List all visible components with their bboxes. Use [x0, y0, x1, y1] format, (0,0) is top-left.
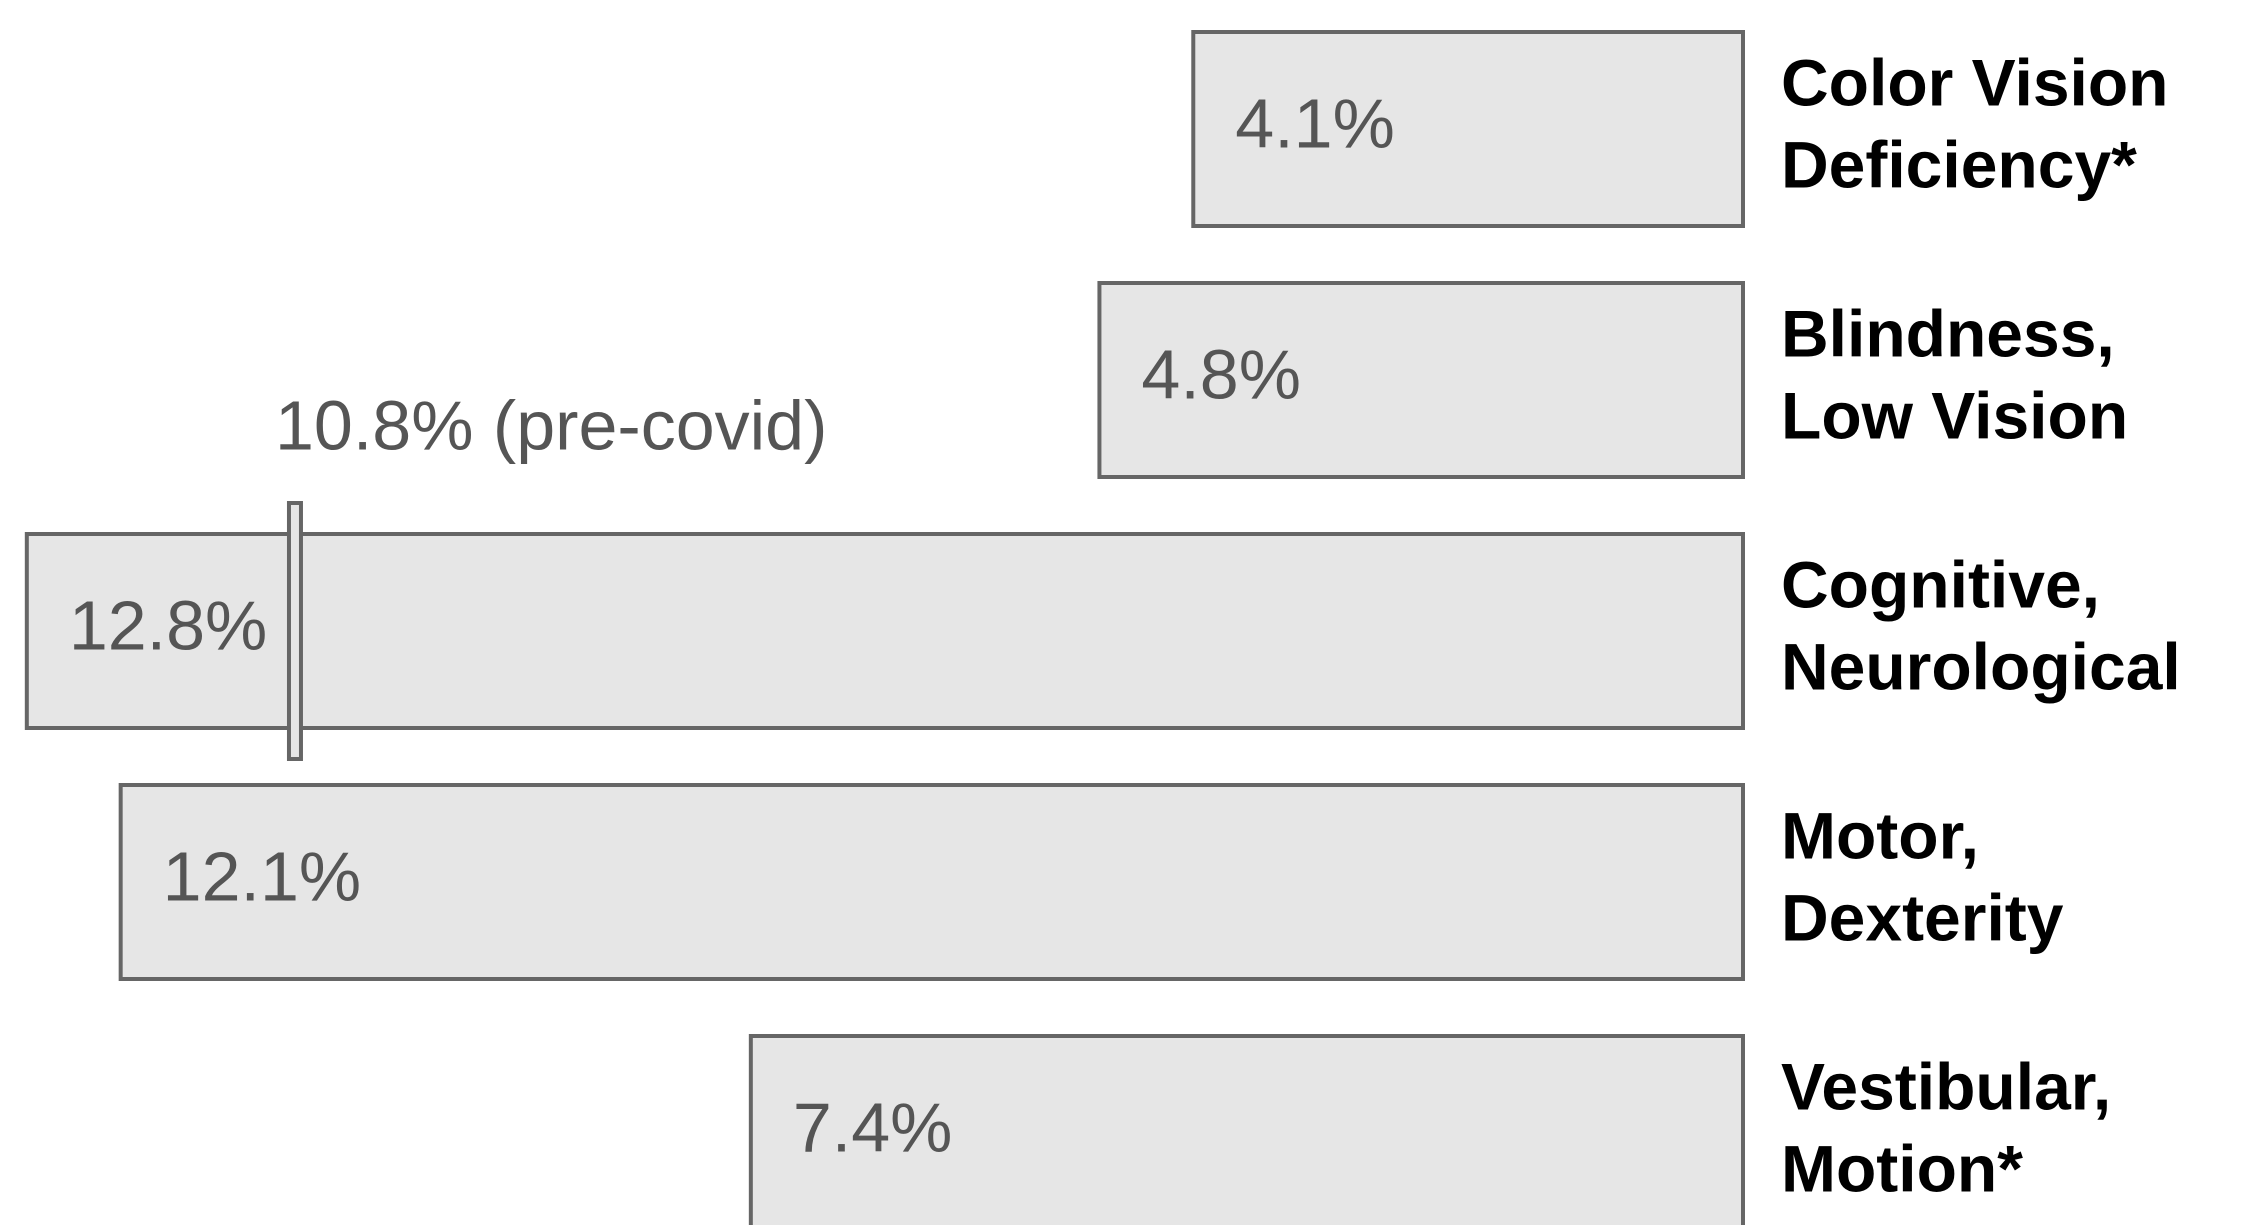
category-label: Motion*	[1781, 1131, 2023, 1205]
category-label: Color Vision	[1781, 45, 2169, 119]
category-label: Vestibular,	[1781, 1049, 2111, 1123]
reference-marker	[286, 501, 303, 761]
bar	[118, 783, 1746, 981]
value-label: 12.1%	[163, 837, 361, 915]
category-label: Cognitive,	[1781, 547, 2100, 621]
category-label: Blindness,	[1781, 296, 2115, 370]
category-label: Low Vision	[1781, 378, 2128, 452]
value-label: 4.1%	[1235, 84, 1395, 162]
value-label: 12.8%	[69, 586, 267, 664]
category-label: Neurological	[1781, 629, 2181, 703]
bar	[748, 1034, 1745, 1225]
bar	[1191, 30, 1746, 228]
annotation: 10.8% (pre-covid)	[275, 386, 827, 464]
value-label: 7.4%	[793, 1088, 953, 1166]
bar	[24, 532, 1745, 730]
bar	[1097, 281, 1745, 479]
value-label: 4.8%	[1141, 335, 1301, 413]
category-label: Dexterity	[1781, 880, 2064, 954]
category-label: Motor,	[1781, 798, 1979, 872]
category-label: Deficiency*	[1781, 127, 2137, 201]
